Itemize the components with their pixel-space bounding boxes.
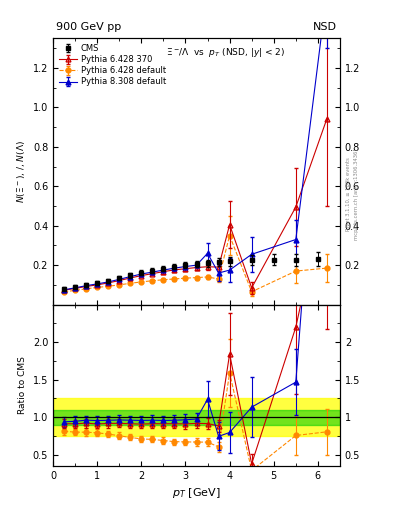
Y-axis label: $N(\Xi^-)$, $/$, $N(\Lambda)$: $N(\Xi^-)$, $/$, $N(\Lambda)$: [15, 140, 27, 203]
Legend: CMS, Pythia 6.428 370, Pythia 6.428 default, Pythia 8.308 default: CMS, Pythia 6.428 370, Pythia 6.428 defa…: [57, 42, 167, 88]
Text: $\Xi^-\!/\Lambda$  vs  $p_T$ (NSD, $|y|$ < 2): $\Xi^-\!/\Lambda$ vs $p_T$ (NSD, $|y|$ <…: [165, 47, 285, 59]
Y-axis label: Ratio to CMS: Ratio to CMS: [18, 356, 27, 414]
Text: NSD: NSD: [313, 22, 337, 32]
Bar: [53, 398, 340, 436]
Bar: [53, 410, 340, 424]
Text: mcplots.cern.ch [arXiv:1306.3436]: mcplots.cern.ch [arXiv:1306.3436]: [354, 149, 359, 240]
Text: Rivet 3.1.10, ≥ 100k events: Rivet 3.1.10, ≥ 100k events: [346, 158, 351, 231]
X-axis label: $p_T$ [GeV]: $p_T$ [GeV]: [172, 486, 221, 500]
Text: 900 GeV pp: 900 GeV pp: [56, 22, 121, 32]
